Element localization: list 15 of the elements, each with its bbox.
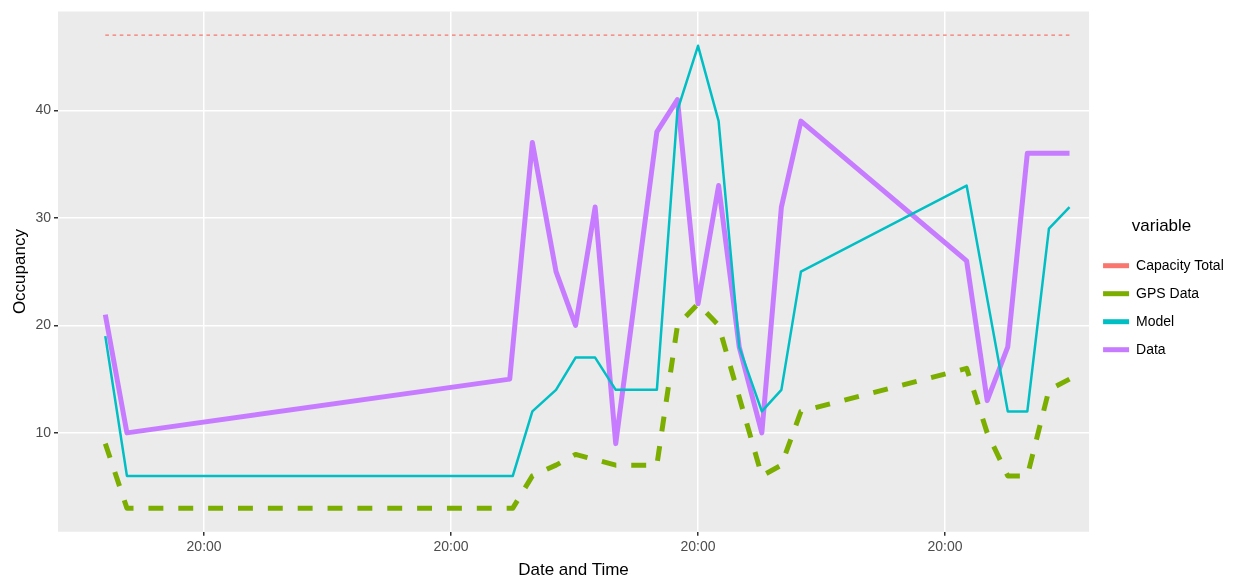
legend-label: GPS Data (1136, 284, 1200, 301)
y-tick-label: 10 (35, 423, 52, 440)
x-tick-label: 20:00 (927, 538, 963, 555)
y-axis-title: Occupancy (9, 228, 29, 315)
legend-label: Model (1136, 312, 1175, 329)
y-tick-label: 40 (35, 101, 52, 118)
legend-title: variable (1131, 216, 1192, 236)
x-axis-title: Date and Time (518, 560, 629, 580)
x-tick-label: 20:00 (680, 538, 716, 555)
y-tick-label: 30 (35, 208, 52, 225)
y-tick-label: 20 (35, 316, 52, 333)
legend-label: Capacity Total (1136, 256, 1224, 273)
x-tick-label: 20:00 (186, 538, 222, 555)
x-tick-label: 20:00 (433, 538, 469, 555)
legend-label: Data (1136, 340, 1166, 357)
